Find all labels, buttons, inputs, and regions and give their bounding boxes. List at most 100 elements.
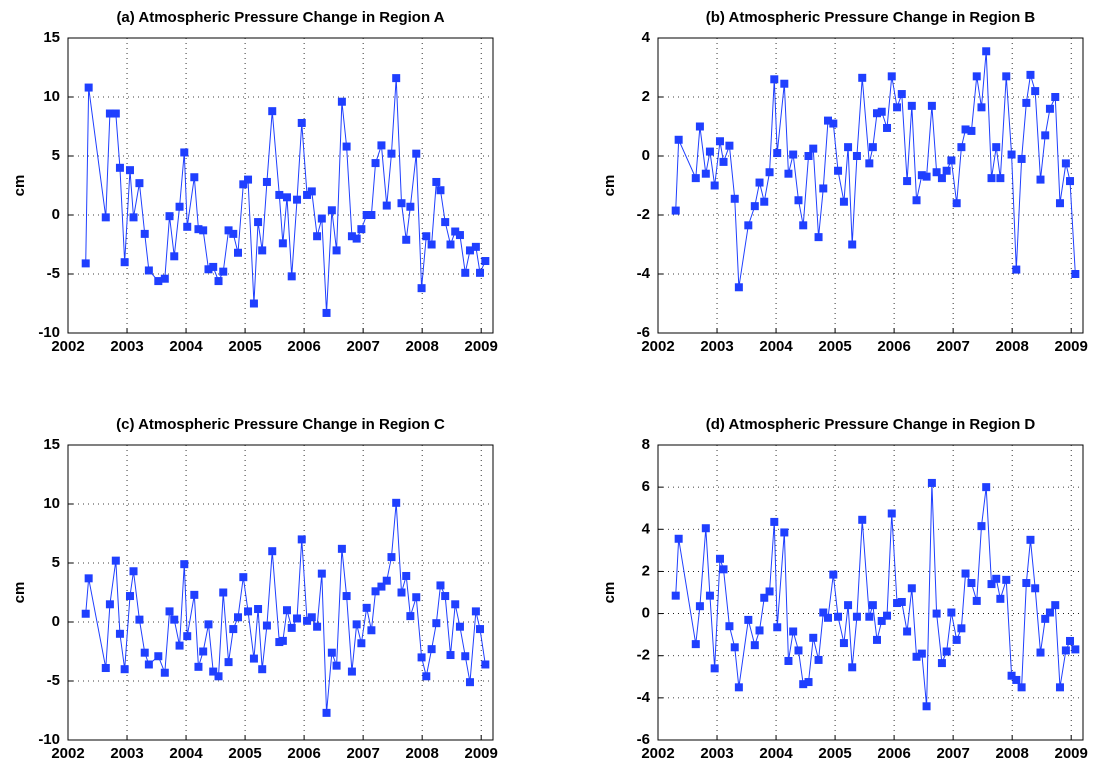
data-point: [730, 643, 739, 652]
data-point: [441, 218, 450, 227]
data-point: [234, 248, 242, 257]
data-point: [476, 268, 485, 277]
data-point: [244, 607, 253, 616]
data-point: [165, 212, 174, 221]
data-point: [327, 206, 336, 215]
y-tick-label: -10: [38, 324, 60, 341]
data-point: [140, 229, 149, 238]
data-point: [461, 268, 470, 277]
data-point: [422, 232, 431, 241]
data-point: [780, 528, 789, 537]
y-tick-label: 10: [43, 495, 60, 512]
data-point: [750, 202, 759, 211]
data-point: [342, 592, 351, 601]
data-point: [755, 626, 764, 635]
data-point: [307, 187, 316, 196]
data-point: [397, 199, 406, 208]
subplot: (c) Atmospheric Pressure Change in Regio…: [11, 416, 498, 762]
data-point: [701, 169, 710, 178]
x-tick-label: 2005: [818, 745, 851, 762]
y-axis-label: cm: [601, 582, 618, 604]
data-point: [705, 591, 714, 600]
x-tick-label: 2008: [995, 745, 1028, 762]
data-point: [770, 517, 779, 526]
data-point: [377, 141, 386, 150]
data-point: [258, 665, 267, 674]
data-point: [154, 652, 163, 661]
data-point: [972, 596, 981, 605]
data-point: [1007, 671, 1016, 680]
data-point: [671, 591, 680, 600]
plot-frame: [657, 37, 1084, 334]
data-point: [794, 646, 803, 655]
data-point: [204, 265, 213, 274]
data-point: [165, 607, 174, 616]
data-point: [834, 612, 843, 621]
data-point: [942, 647, 951, 656]
data-point: [734, 283, 743, 292]
data-point: [229, 229, 238, 238]
data-point: [111, 109, 120, 118]
data-point: [362, 211, 371, 219]
data-point: [917, 649, 926, 658]
data-point: [858, 73, 867, 82]
data-point: [392, 498, 401, 507]
data-point: [432, 619, 441, 628]
data-point: [725, 622, 734, 631]
subplot-title: (a) Atmospheric Pressure Change in Regio…: [116, 9, 444, 26]
data-point: [794, 196, 803, 205]
data-point: [1071, 645, 1080, 654]
data-point: [784, 169, 793, 178]
data-point: [239, 180, 248, 189]
data-point: [942, 166, 951, 175]
data-point: [701, 524, 710, 533]
data-point: [461, 652, 470, 661]
y-tick-label: -4: [637, 265, 651, 282]
data-point: [313, 622, 322, 631]
data-point: [367, 626, 376, 635]
data-point: [412, 593, 421, 602]
data-point: [932, 609, 941, 618]
plot-frame: [67, 444, 494, 741]
data-point: [455, 231, 464, 240]
x-tick-label: 2007: [936, 745, 969, 762]
data-point: [1055, 683, 1064, 692]
data-point: [481, 257, 490, 266]
data-point: [897, 597, 906, 606]
data-point: [804, 152, 813, 160]
data-point: [322, 308, 331, 317]
data-point: [387, 553, 396, 562]
data-point: [180, 148, 189, 157]
y-tick-label: -6: [637, 731, 650, 748]
y-tick-label: 0: [642, 147, 650, 164]
data-point: [224, 226, 233, 235]
data-point: [154, 277, 163, 286]
data-point: [883, 611, 892, 620]
data-point: [115, 163, 124, 172]
y-tick-label: 0: [52, 613, 60, 630]
data-point: [194, 662, 203, 671]
data-point: [170, 615, 179, 624]
data-point: [313, 232, 322, 241]
data-point: [397, 588, 406, 597]
data-point: [872, 109, 881, 118]
x-tick-label: 2004: [759, 338, 793, 355]
data-point: [691, 640, 700, 649]
data-point: [770, 75, 779, 84]
x-tick-label: 2005: [228, 745, 261, 762]
y-tick-label: 5: [52, 147, 60, 164]
subplot: (b) Atmospheric Pressure Change in Regio…: [601, 9, 1088, 355]
data-point: [387, 149, 396, 158]
data-point: [160, 274, 169, 283]
data-point: [1031, 87, 1040, 96]
data-point: [848, 240, 857, 249]
data-point: [858, 515, 867, 524]
data-point: [199, 647, 208, 656]
data-point: [427, 645, 436, 654]
y-tick-label: -2: [637, 647, 650, 664]
data-point: [1041, 131, 1050, 140]
x-tick-label: 2009: [465, 338, 498, 355]
data-point: [691, 174, 700, 183]
data-point: [674, 534, 683, 543]
